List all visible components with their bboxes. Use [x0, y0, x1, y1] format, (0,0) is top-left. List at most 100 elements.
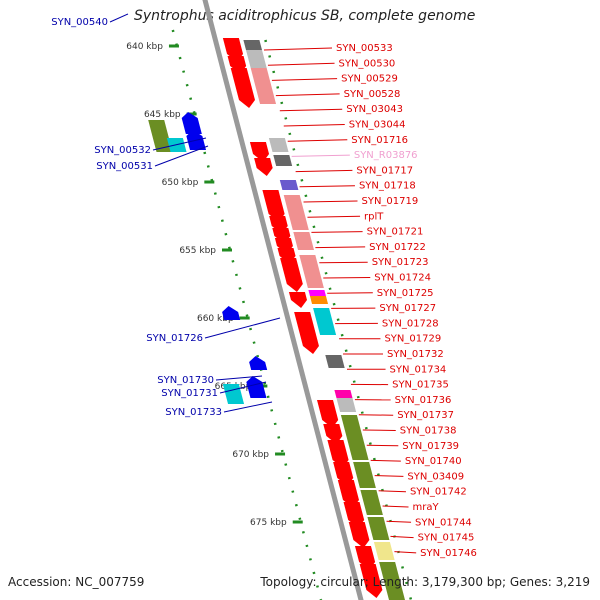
label-connector [279, 108, 343, 112]
tick-label: 645 kbp [144, 110, 181, 120]
forward-gene-arrow [262, 190, 285, 222]
label-connector [275, 93, 340, 97]
gene-label-right: SYN_01724 [374, 273, 431, 284]
label-connector [109, 13, 129, 23]
cog-segment [246, 50, 267, 68]
gene-label-left: SYN_00532 [94, 145, 151, 156]
gene-label-right: SYN_01718 [359, 181, 416, 192]
label-connectors [109, 13, 417, 554]
label-connector [215, 375, 263, 381]
label-connector [291, 154, 350, 157]
cog-segment [308, 290, 326, 296]
label-connector [382, 505, 409, 508]
label-connector [394, 551, 417, 554]
gene-label-right: SYN_01739 [402, 441, 459, 452]
label-connector [287, 139, 348, 142]
forward-gene-arrow [359, 564, 383, 598]
cog-segment [279, 180, 299, 190]
topology-text: Topology: circular; Length: 3,179,300 bp… [260, 575, 590, 589]
gene-label-right: mraY [413, 502, 440, 513]
forward-gene-arrow [249, 142, 270, 162]
gene-label-right: SYN_01734 [390, 364, 447, 375]
gene-label-right: SYN_01719 [362, 196, 419, 207]
gene-label-right: SYN_03044 [349, 120, 406, 131]
cog-segment [340, 415, 369, 460]
gene-label-right: SYN_03043 [346, 104, 403, 115]
cog-segment [325, 355, 345, 368]
gene-label-left: SYN_01733 [165, 407, 222, 418]
gene-label-right: rplT [364, 211, 384, 222]
gene-label-right: SYN_R03876 [354, 150, 418, 161]
gene-label-right: SYN_00530 [339, 58, 396, 69]
gene-label-right: SYN_01740 [405, 456, 462, 467]
label-connector [366, 444, 399, 447]
label-connector [307, 215, 361, 218]
reverse-gene-arrow [246, 376, 267, 398]
tick-label: 655 kbp [179, 246, 216, 256]
label-connector [370, 459, 401, 462]
cog-segment [367, 517, 390, 540]
tick-label: 660 kbp [197, 314, 234, 324]
gene-label-left: SYN_00531 [96, 161, 153, 172]
gene-label-right: SYN_01744 [415, 517, 472, 528]
tick-label: 640 kbp [126, 42, 163, 52]
forward-gene-arrow [348, 522, 370, 548]
backbone-line [202, 0, 364, 600]
reverse-gene-arrow [249, 356, 268, 370]
forward-gene-arrow [288, 292, 307, 308]
forward-gene-arrow [327, 440, 349, 468]
tick-label: 675 kbp [250, 518, 287, 528]
gene-label-right: SYN_01736 [395, 395, 452, 406]
cog-segment [336, 398, 357, 412]
label-connector [219, 381, 267, 394]
gene-label-right: SYN_01716 [351, 135, 408, 146]
reverse-gene-arrow [222, 306, 241, 320]
label-connector [295, 169, 353, 173]
label-connector [267, 62, 335, 66]
label-connector [204, 317, 281, 339]
forward-gene-arrow [254, 158, 273, 176]
cog-segment [243, 40, 262, 50]
tick-label: 650 kbp [162, 178, 199, 188]
cog-segment [309, 296, 329, 304]
cog-segment [373, 542, 395, 560]
genome-title: Syntrophus aciditrophicus SB, complete g… [134, 8, 476, 24]
cog-segment [250, 68, 277, 104]
label-connector [315, 246, 366, 249]
cog-segment [268, 138, 289, 152]
label-connector [390, 535, 414, 539]
gene-label-right: SYN_00529 [341, 74, 398, 85]
gene-label-right: SYN_00533 [336, 43, 393, 54]
gene-label-right: SYN_01729 [384, 334, 441, 345]
cog-segment [360, 490, 383, 515]
label-connector [311, 231, 363, 233]
gene-label-right: SYN_01728 [382, 318, 439, 329]
label-connector [362, 429, 396, 431]
cog-segment [299, 255, 324, 288]
label-connector [303, 200, 358, 203]
backbone [202, 0, 364, 600]
gene-label-right: SYN_01725 [377, 288, 434, 299]
accession-text: Accession: NC_007759 [8, 575, 145, 589]
label-connector [263, 47, 333, 51]
cog-segment [334, 390, 353, 398]
cog-segment [379, 562, 405, 600]
forward-gene-arrow [323, 424, 343, 444]
gene-label-left: SYN_01726 [146, 333, 203, 344]
label-connector [283, 124, 345, 127]
gene-label-right: SYN_01723 [372, 257, 429, 268]
forward-gene-arrow [280, 258, 303, 292]
gene-label-left: SYN_01730 [157, 375, 214, 386]
gene-label-right: SYN_01745 [418, 533, 475, 544]
gene-label-right: SYN_01722 [369, 242, 426, 253]
forward-gene-arrow [337, 480, 359, 508]
label-connector [319, 261, 368, 264]
gene-label-right: SYN_01742 [410, 487, 467, 498]
reverse-gene-arrow [181, 112, 202, 134]
forward-gene-arrow [230, 68, 255, 108]
gene-label-right: SYN_03409 [407, 471, 464, 482]
label-connector [152, 137, 207, 151]
gene-label-right: SYN_01746 [420, 548, 477, 559]
outer-tick-dots [264, 39, 413, 600]
